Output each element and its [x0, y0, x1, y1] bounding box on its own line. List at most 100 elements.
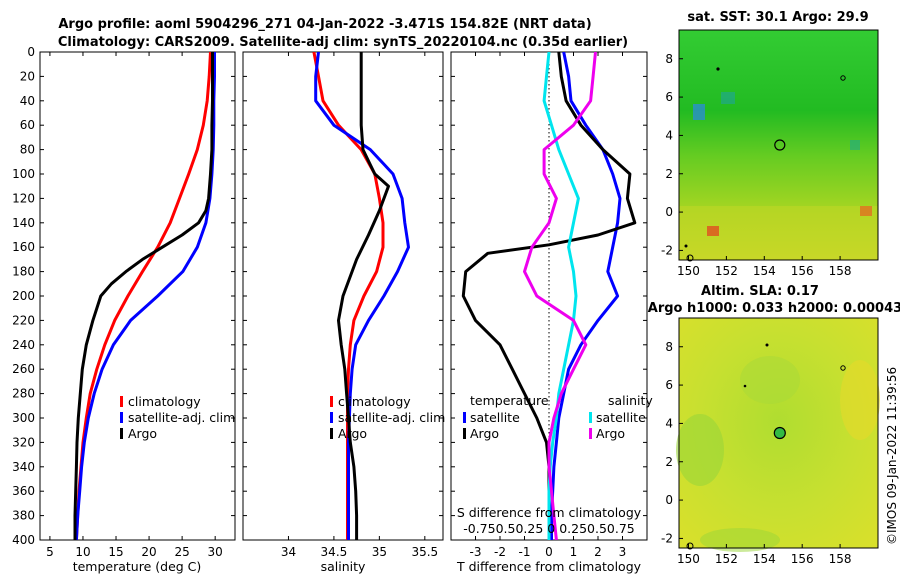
depth-tick-label: 280: [12, 387, 35, 401]
s-difference-label: S difference from climatology: [457, 505, 642, 520]
legend-label-t-argo: Argo: [470, 426, 499, 441]
legend-swatch-s-satellite: [589, 412, 592, 423]
difference-x-ticks: -3 -2 -1 0 1 2 3: [470, 52, 627, 559]
map-x-tick-label: 152: [715, 552, 738, 566]
figure-title-line2: Climatology: CARS2009. Satellite-adj cli…: [58, 35, 628, 50]
depth-tick-label: 80: [20, 143, 35, 157]
island: [840, 75, 846, 81]
legend-label-t-satellite: satellite: [470, 410, 520, 425]
sst-map-title: sat. SST: 30.1 Argo: 29.9: [687, 10, 868, 25]
map-x-tick-label: 154: [753, 552, 776, 566]
sla-map-ticks: 150 152 154 156 158 -2 0 2 4 6 8: [661, 340, 852, 566]
x-tick-label: 2: [594, 545, 602, 559]
sla-map-title-line2: Argo h1000: 0.033 h2000: 0.00043: [648, 301, 900, 316]
depth-tick-label: 300: [12, 411, 35, 425]
map-y-tick-label: 0: [665, 205, 673, 219]
depth-tick-label: 240: [12, 338, 35, 352]
sla-argo-position-marker: [773, 426, 786, 440]
difference-legend: temperature salinity satellite Argo sate…: [463, 393, 653, 441]
sla-map-frame: [678, 317, 879, 549]
sst-map-cool-patch: [693, 104, 705, 120]
depth-tick-label: 260: [12, 362, 35, 376]
map-x-tick-label: 152: [715, 264, 738, 278]
island: [686, 542, 694, 550]
legend-label-satellite: satellite-adj. clim: [338, 410, 445, 425]
legend-label-climatology: climatology: [128, 394, 201, 409]
temperature-xlabel: temperature (deg C): [73, 559, 202, 574]
sla-map-panel: Altim. SLA: 0.17 Argo h1000: 0.033 h2000…: [648, 284, 900, 566]
sla-map-low-patch: [740, 356, 800, 404]
island: [840, 365, 846, 371]
legend-swatch-satellite: [330, 412, 333, 423]
depth-tick-label: 320: [12, 435, 35, 449]
salinity-xlabel: salinity: [321, 559, 366, 574]
salinity-panel: 34 34.5 35 35.5 salinity climatology satell…: [242, 51, 445, 574]
x-tick-label: 30: [208, 545, 223, 559]
x-tick-label: -3: [470, 545, 482, 559]
figure-title-line1: Argo profile: aoml 5904296_271 04-Jan-20…: [58, 17, 591, 32]
sst-map-cool-patch: [850, 140, 860, 150]
series-line-climatology: [74, 52, 212, 540]
depth-tick-label: 380: [12, 509, 35, 523]
x-tick-label: 3: [619, 545, 627, 559]
imos-timestamp: ©IMOS 09-Jan-2022 11:39:56: [885, 367, 899, 545]
legend-label-s-argo: Argo: [596, 426, 625, 441]
x-tick-label: 5: [46, 545, 54, 559]
sst-map-warm-patch: [707, 226, 719, 236]
depth-tick-label: 160: [12, 240, 35, 254]
map-y-tick-label: 8: [665, 340, 673, 354]
sst-map-frame: [678, 29, 879, 261]
depth-tick-label: 40: [20, 94, 35, 108]
temperature-panel: 0 20 40 60 80 100 120 140 160 180 200 220 240 260 280 3…: [12, 45, 236, 574]
series-line-temperature-argo: [461, 52, 637, 540]
series-line-temperature-satellite: [550, 52, 622, 540]
map-x-tick-label: 150: [677, 552, 700, 566]
legend-swatch-climatology: [120, 396, 123, 407]
island: [765, 343, 769, 347]
legend-swatch-t-satellite: [463, 412, 466, 423]
legend-swatch-t-argo: [463, 428, 466, 439]
depth-tick-label: 140: [12, 216, 35, 230]
island: [716, 67, 720, 71]
legend-swatch-satellite: [120, 412, 123, 423]
x-tick-label: 34.5: [321, 545, 348, 559]
map-y-tick-label: 2: [665, 455, 673, 469]
legend-title-temperature: temperature: [470, 393, 549, 408]
map-y-tick-label: 6: [665, 378, 673, 392]
series-line-argo: [337, 52, 390, 540]
depth-tick-label: 180: [12, 265, 35, 279]
island: [743, 384, 747, 388]
depth-tick-label: 0: [27, 45, 35, 59]
series-line-salinity-argo: [523, 52, 597, 540]
map-y-tick-label: -2: [661, 531, 673, 545]
temperature-axes-frame: [39, 51, 236, 541]
x-tick-label: 25: [174, 545, 189, 559]
x-tick-label: 10: [75, 545, 90, 559]
series-line-argo: [73, 52, 214, 540]
map-y-tick-label: 8: [665, 52, 673, 66]
depth-ticks: 0 20 40 60 80 100 120 140 160 180 200 220 240 260 280 3…: [12, 45, 235, 547]
legend-label-satellite: satellite-adj. clim: [128, 410, 235, 425]
x-tick-label: 35: [372, 545, 387, 559]
sst-map-field: [679, 30, 878, 260]
difference-xlabel: T difference from climatology: [456, 559, 642, 574]
x-tick-label: 20: [141, 545, 156, 559]
s-difference-ticks: -0.750.50.25 0 0.250.50.75: [463, 521, 635, 536]
map-x-tick-label: 156: [791, 264, 814, 278]
sst-map-cool-patch: [721, 92, 735, 104]
depth-tick-label: 200: [12, 289, 35, 303]
salinity-depth-tick-marks: [243, 51, 443, 541]
map-x-tick-label: 156: [791, 552, 814, 566]
legend-swatch-climatology: [330, 396, 333, 407]
legend-label-argo: Argo: [128, 426, 157, 441]
series-line-salinity-satellite: [542, 52, 580, 540]
legend-label-climatology: climatology: [338, 394, 411, 409]
map-y-tick-label: 6: [665, 90, 673, 104]
x-tick-label: -1: [519, 545, 531, 559]
temperature-lines: [73, 52, 216, 540]
x-tick-label: 15: [108, 545, 123, 559]
legend-swatch-s-argo: [589, 428, 592, 439]
legend-label-s-satellite: satellite: [596, 410, 646, 425]
x-tick-label: 34: [281, 545, 296, 559]
